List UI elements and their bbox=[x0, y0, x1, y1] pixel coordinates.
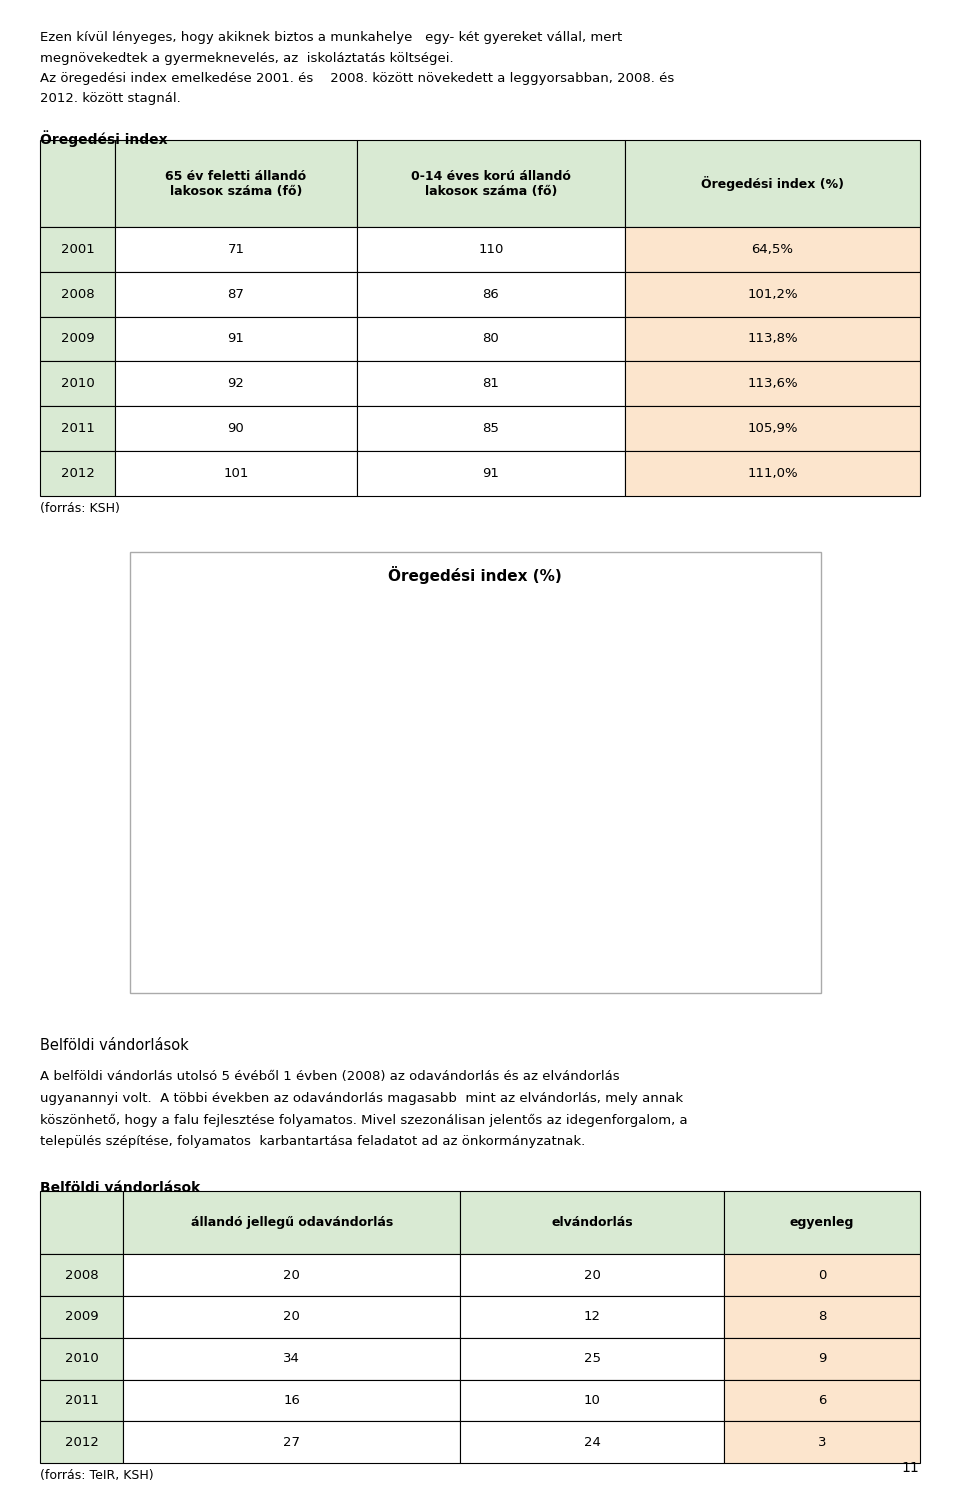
Bar bbox=[262, 669, 299, 918]
Text: 11: 11 bbox=[902, 1462, 920, 1475]
Text: 2009: 2009 bbox=[60, 333, 94, 345]
Text: 91: 91 bbox=[483, 467, 499, 479]
Text: 2010: 2010 bbox=[60, 378, 95, 390]
Text: 113,6%: 113,6% bbox=[747, 378, 798, 390]
Text: 20: 20 bbox=[584, 1269, 601, 1281]
Text: megnövekedtek a gyermeknevelés, az  iskoláztatás költségei.: megnövekedtek a gyermeknevelés, az iskol… bbox=[40, 51, 454, 64]
Text: Az öregedési index emelkedése 2001. és    2008. között növekedett a leggyorsabba: Az öregedési index emelkedése 2001. és 2… bbox=[40, 72, 675, 85]
Text: 20: 20 bbox=[283, 1269, 300, 1281]
Text: Ezen kívül lényeges, hogy akiknek biztos a munkahelye   egy- két gyereket vállal: Ezen kívül lényeges, hogy akiknek biztos… bbox=[40, 31, 623, 45]
Text: köszönhető, hogy a falu fejlesztése folyamatos. Mivel szezonálisan jelentős az i: köszönhető, hogy a falu fejlesztése foly… bbox=[40, 1114, 688, 1127]
Text: 85: 85 bbox=[483, 423, 499, 434]
Text: település szépítése, folyamatos  karbantartása feladatot ad az önkormányzatnak.: település szépítése, folyamatos karbanta… bbox=[40, 1135, 586, 1148]
Bar bbox=[206, 758, 243, 918]
Text: 16: 16 bbox=[283, 1394, 300, 1406]
Text: állandó jellegű odavándorlás: állandó jellegű odavándorlás bbox=[191, 1217, 393, 1229]
Text: 6: 6 bbox=[818, 1394, 827, 1406]
Text: 0-14 éves korú állandó
lakosoк száma (fő): 0-14 éves korú állandó lakosoк száma (fő… bbox=[411, 170, 571, 197]
Text: 64,5%: 64,5% bbox=[752, 243, 793, 255]
Text: 3: 3 bbox=[818, 1436, 827, 1448]
Text: 101,2%: 101,2% bbox=[747, 288, 798, 300]
Text: (forrás: TeIR, KSH): (forrás: TeIR, KSH) bbox=[40, 1469, 154, 1483]
Text: 81: 81 bbox=[483, 378, 499, 390]
Text: 2001: 2001 bbox=[60, 243, 95, 255]
Text: (forrás: KSH): (forrás: KSH) bbox=[40, 502, 120, 515]
Text: ugyanannyi volt.  A többi években az odavándorlás magasabb  mint az elvándorlás,: ugyanannyi volt. A többi években az odav… bbox=[40, 1091, 684, 1105]
Text: 65 év feletti állandó
lakosoк száma (fő): 65 év feletti állandó lakosoк száma (fő) bbox=[165, 170, 306, 197]
Text: 24: 24 bbox=[584, 1436, 601, 1448]
Text: egyenleg: egyenleg bbox=[790, 1217, 854, 1229]
Text: 105,9%: 105,9% bbox=[747, 423, 798, 434]
Text: 25: 25 bbox=[584, 1353, 601, 1365]
Bar bbox=[486, 643, 522, 918]
Text: 90: 90 bbox=[228, 423, 245, 434]
Text: 2008: 2008 bbox=[65, 1269, 99, 1281]
Text: 80: 80 bbox=[483, 333, 499, 345]
Text: 2011: 2011 bbox=[65, 1394, 99, 1406]
Text: 9: 9 bbox=[818, 1353, 827, 1365]
Text: 110: 110 bbox=[478, 243, 504, 255]
Text: 2010: 2010 bbox=[65, 1353, 99, 1365]
Text: 92: 92 bbox=[228, 378, 245, 390]
Text: 2012: 2012 bbox=[60, 467, 95, 479]
Text: Belföldi vándorlások: Belföldi vándorlások bbox=[40, 1181, 201, 1194]
Text: 10: 10 bbox=[584, 1394, 601, 1406]
Text: Öregedési index (%): Öregedési index (%) bbox=[701, 176, 844, 191]
Text: 2009: 2009 bbox=[65, 1311, 99, 1323]
Text: 27: 27 bbox=[283, 1436, 300, 1448]
Text: 101: 101 bbox=[224, 467, 249, 479]
Text: 91: 91 bbox=[228, 333, 245, 345]
Text: 86: 86 bbox=[483, 288, 499, 300]
Text: 113,8%: 113,8% bbox=[747, 333, 798, 345]
Text: 87: 87 bbox=[228, 288, 245, 300]
Bar bbox=[430, 657, 467, 918]
Text: Öregedési index: Öregedési index bbox=[40, 130, 168, 146]
Text: A belföldi vándorlás utolsó 5 évéből 1 évben (2008) az odavándorlás és az elvánd: A belföldi vándorlás utolsó 5 évéből 1 é… bbox=[40, 1070, 620, 1084]
Text: elvándorlás: elvándorlás bbox=[552, 1217, 634, 1229]
Text: Öregedési index (%): Öregedési index (%) bbox=[389, 566, 562, 584]
Bar bbox=[319, 638, 354, 918]
Text: Belföldi vándorlások: Belföldi vándorlások bbox=[40, 1038, 189, 1053]
Text: 2008: 2008 bbox=[60, 288, 94, 300]
Text: 34: 34 bbox=[283, 1353, 300, 1365]
Text: 2012: 2012 bbox=[65, 1436, 99, 1448]
Text: 2011: 2011 bbox=[60, 423, 95, 434]
Text: 2012. között stagnál.: 2012. között stagnál. bbox=[40, 91, 181, 105]
Text: 20: 20 bbox=[283, 1311, 300, 1323]
Text: 12: 12 bbox=[584, 1311, 601, 1323]
Text: 71: 71 bbox=[228, 243, 245, 255]
Bar bbox=[374, 638, 411, 918]
Text: 0: 0 bbox=[818, 1269, 827, 1281]
Text: 111,0%: 111,0% bbox=[747, 467, 798, 479]
Text: 8: 8 bbox=[818, 1311, 827, 1323]
